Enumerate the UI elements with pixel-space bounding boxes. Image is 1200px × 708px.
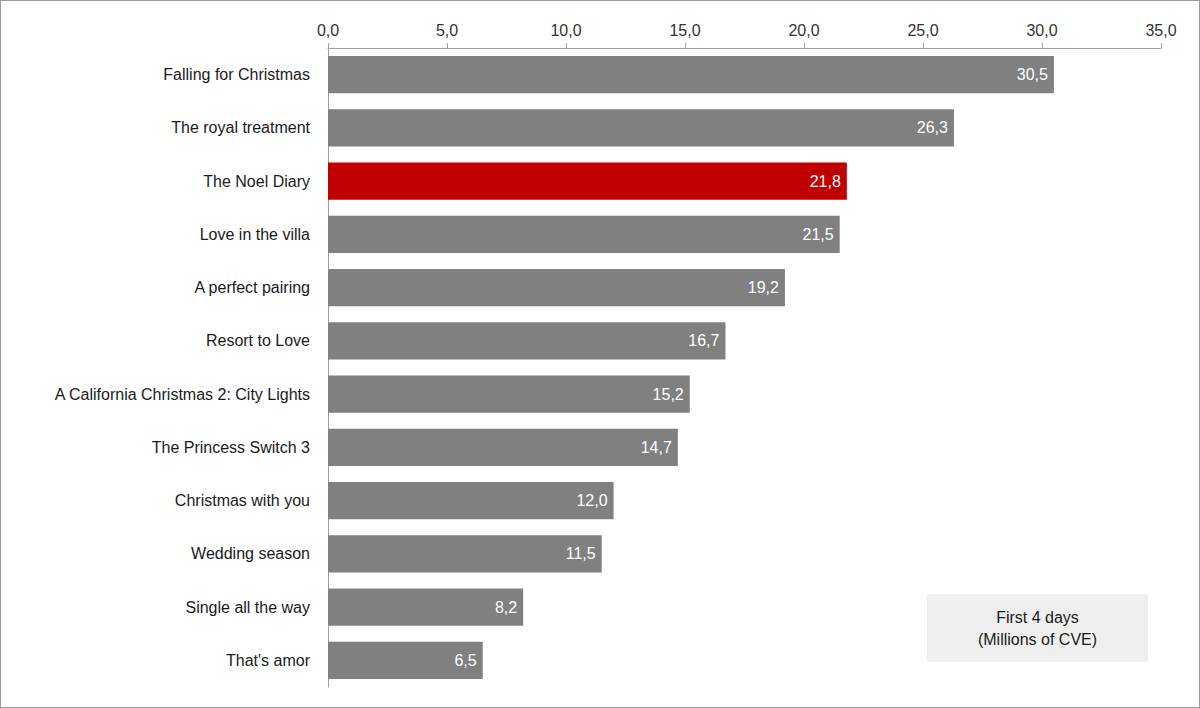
svg-text:That's amor: That's amor <box>226 652 311 669</box>
svg-text:Christmas with you: Christmas with you <box>175 492 310 509</box>
svg-text:0,0: 0,0 <box>317 22 339 39</box>
svg-text:30,0: 30,0 <box>1026 22 1057 39</box>
svg-text:26,3: 26,3 <box>917 119 948 136</box>
svg-text:15,2: 15,2 <box>653 386 684 403</box>
svg-text:Single all the way: Single all the way <box>185 599 310 616</box>
svg-text:A perfect pairing: A perfect pairing <box>194 279 310 296</box>
svg-text:16,7: 16,7 <box>688 332 719 349</box>
svg-text:The Noel Diary: The Noel Diary <box>203 173 310 190</box>
svg-text:First 4 days: First 4 days <box>996 609 1079 626</box>
svg-text:A California Christmas 2: City: A California Christmas 2: City Lights <box>55 386 310 403</box>
svg-text:Wedding season: Wedding season <box>191 545 310 562</box>
svg-text:15,0: 15,0 <box>669 22 700 39</box>
svg-text:Love in the villa: Love in the villa <box>200 226 310 243</box>
svg-text:35,0: 35,0 <box>1145 22 1176 39</box>
svg-text:12,0: 12,0 <box>576 492 607 509</box>
svg-text:Falling for Christmas: Falling for Christmas <box>163 66 310 83</box>
svg-text:The royal treatment: The royal treatment <box>171 119 310 136</box>
svg-text:30,5: 30,5 <box>1017 66 1048 83</box>
svg-text:6,5: 6,5 <box>454 652 476 669</box>
svg-text:20,0: 20,0 <box>788 22 819 39</box>
svg-text:11,5: 11,5 <box>566 545 596 562</box>
svg-text:5,0: 5,0 <box>436 22 458 39</box>
svg-text:21,8: 21,8 <box>810 173 841 190</box>
svg-text:(Millions of CVE): (Millions of CVE) <box>978 631 1097 648</box>
svg-text:10,0: 10,0 <box>550 22 581 39</box>
svg-text:Resort to Love: Resort to Love <box>206 332 310 349</box>
svg-text:19,2: 19,2 <box>748 279 779 296</box>
svg-text:The Princess Switch 3: The Princess Switch 3 <box>152 439 310 456</box>
svg-text:25,0: 25,0 <box>907 22 938 39</box>
svg-text:14,7: 14,7 <box>641 439 672 456</box>
svg-text:8,2: 8,2 <box>495 599 517 616</box>
svg-text:21,5: 21,5 <box>803 226 834 243</box>
